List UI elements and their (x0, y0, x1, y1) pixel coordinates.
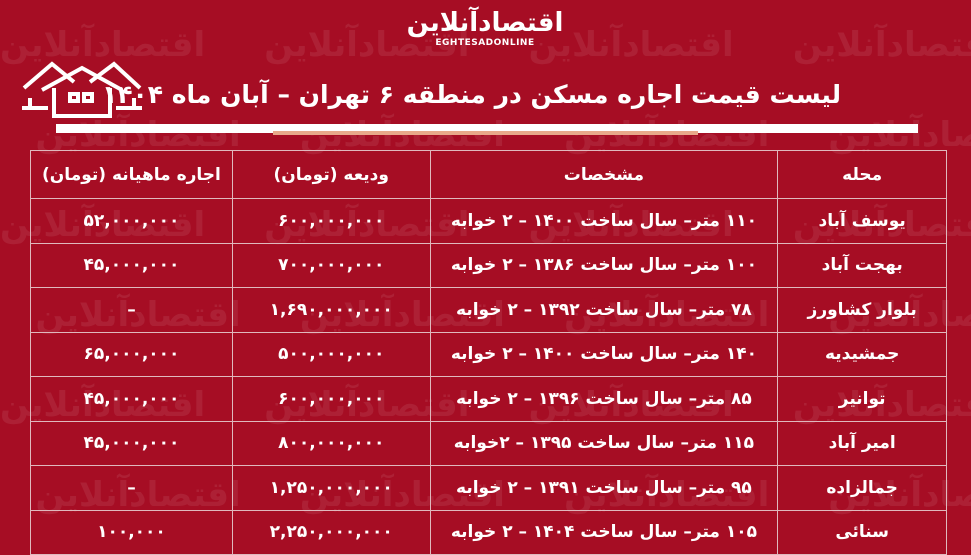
cell-deposit: ۶۰۰,۰۰۰,۰۰۰ (231, 198, 431, 244)
cell-neighborhood: بهجت آباد (777, 242, 947, 288)
cell-deposit: ۵۰۰,۰۰۰,۰۰۰ (231, 331, 431, 377)
cell-monthly-rent: ۱۰۰,۰۰۰ (30, 509, 233, 555)
cell-neighborhood: جمشیدیه (777, 331, 947, 377)
brand-name-en: EGHTESADONLINE (435, 38, 535, 48)
cell-specs: ۷۸ متر– سال ساخت ۱۳۹۲ – ۲ خوابه (429, 287, 779, 333)
table-row: امیر آباد ۱۱۵ متر– سال ساخت ۱۳۹۵ – ۲خوابه… (30, 420, 947, 466)
header-deposit: ودیعه (تومان) (231, 150, 431, 199)
header-monthly-rent: اجاره ماهیانه (تومان) (30, 150, 233, 199)
brand-logo: اقتصادآنلاین EGHTESADONLINE (405, 8, 565, 48)
cell-neighborhood: یوسف آباد (777, 198, 947, 244)
rent-price-table: محله مشخصات ودیعه (تومان) اجاره ماهیانه … (30, 150, 947, 555)
cell-specs: ۱۰۰ متر– سال ساخت ۱۳۸۶ – ۲ خوابه (429, 242, 779, 288)
cell-deposit: ۶۰۰,۰۰۰,۰۰۰ (231, 376, 431, 422)
cell-monthly-rent: – (30, 287, 233, 333)
brand-name-fa: اقتصادآنلاین (406, 8, 564, 38)
page-title: لیست قیمت اجاره مسکن در منطقه ۶ تهران – … (101, 80, 841, 109)
cell-monthly-rent: ۴۵,۰۰۰,۰۰۰ (30, 420, 233, 466)
cell-deposit: ۸۰۰,۰۰۰,۰۰۰ (231, 420, 431, 466)
cell-specs: ۱۱۵ متر– سال ساخت ۱۳۹۵ – ۲خوابه (429, 420, 779, 466)
cell-deposit: ۲,۲۵۰,۰۰۰,۰۰۰ (231, 509, 431, 555)
cell-neighborhood: جمالزاده (777, 465, 947, 511)
cell-monthly-rent: ۴۵,۰۰۰,۰۰۰ (30, 242, 233, 288)
cell-neighborhood: امیر آباد (777, 420, 947, 466)
title-divider (56, 124, 918, 133)
table-row: بهجت آباد ۱۰۰ متر– سال ساخت ۱۳۸۶ – ۲ خواب… (30, 242, 947, 288)
cell-monthly-rent: ۴۵,۰۰۰,۰۰۰ (30, 376, 233, 422)
table-row: جمشیدیه ۱۴۰ متر– سال ساخت ۱۴۰۰ – ۲ خوابه ۵… (30, 331, 947, 377)
cell-deposit: ۱,۶۹۰,۰۰۰,۰۰۰ (231, 287, 431, 333)
header-neighborhood: محله (777, 150, 947, 199)
cell-monthly-rent: ۵۲,۰۰۰,۰۰۰ (30, 198, 233, 244)
cell-specs: ۹۵ متر– سال ساخت ۱۳۹۱ – ۲ خوابه (429, 465, 779, 511)
cell-specs: ۱۱۰ متر– سال ساخت ۱۴۰۰ – ۲ خوابه (429, 198, 779, 244)
title-accent-divider (273, 131, 698, 135)
cell-deposit: ۱,۲۵۰,۰۰۰,۰۰۰ (231, 465, 431, 511)
cell-neighborhood: بلوار کشاورز (777, 287, 947, 333)
table-header-row: محله مشخصات ودیعه (تومان) اجاره ماهیانه … (30, 150, 947, 199)
cell-deposit: ۷۰۰,۰۰۰,۰۰۰ (231, 242, 431, 288)
table-row: یوسف آباد ۱۱۰ متر– سال ساخت ۱۴۰۰ – ۲ خواب… (30, 198, 947, 244)
table-row: توانیر ۸۵ متر– سال ساخت ۱۳۹۶ – ۲ خوابه ۶۰۰… (30, 376, 947, 422)
cell-neighborhood: سنائی (777, 509, 947, 555)
table-row: بلوار کشاورز ۷۸ متر– سال ساخت ۱۳۹۲ – ۲ خو… (30, 287, 947, 333)
cell-monthly-rent: ۶۵,۰۰۰,۰۰۰ (30, 331, 233, 377)
cell-specs: ۱۰۵ متر– سال ساخت ۱۴۰۴ – ۲ خوابه (429, 509, 779, 555)
table-row: سنائی ۱۰۵ متر– سال ساخت ۱۴۰۴ – ۲ خوابه ۲,۲… (30, 509, 947, 555)
cell-neighborhood: توانیر (777, 376, 947, 422)
table-row: جمالزاده ۹۵ متر– سال ساخت ۱۳۹۱ – ۲ خوابه ۱… (30, 465, 947, 511)
header-specs: مشخصات (429, 150, 779, 199)
cell-monthly-rent: – (30, 465, 233, 511)
cell-specs: ۱۴۰ متر– سال ساخت ۱۴۰۰ – ۲ خوابه (429, 331, 779, 377)
cell-specs: ۸۵ متر– سال ساخت ۱۳۹۶ – ۲ خوابه (429, 376, 779, 422)
house-icon (22, 61, 142, 118)
